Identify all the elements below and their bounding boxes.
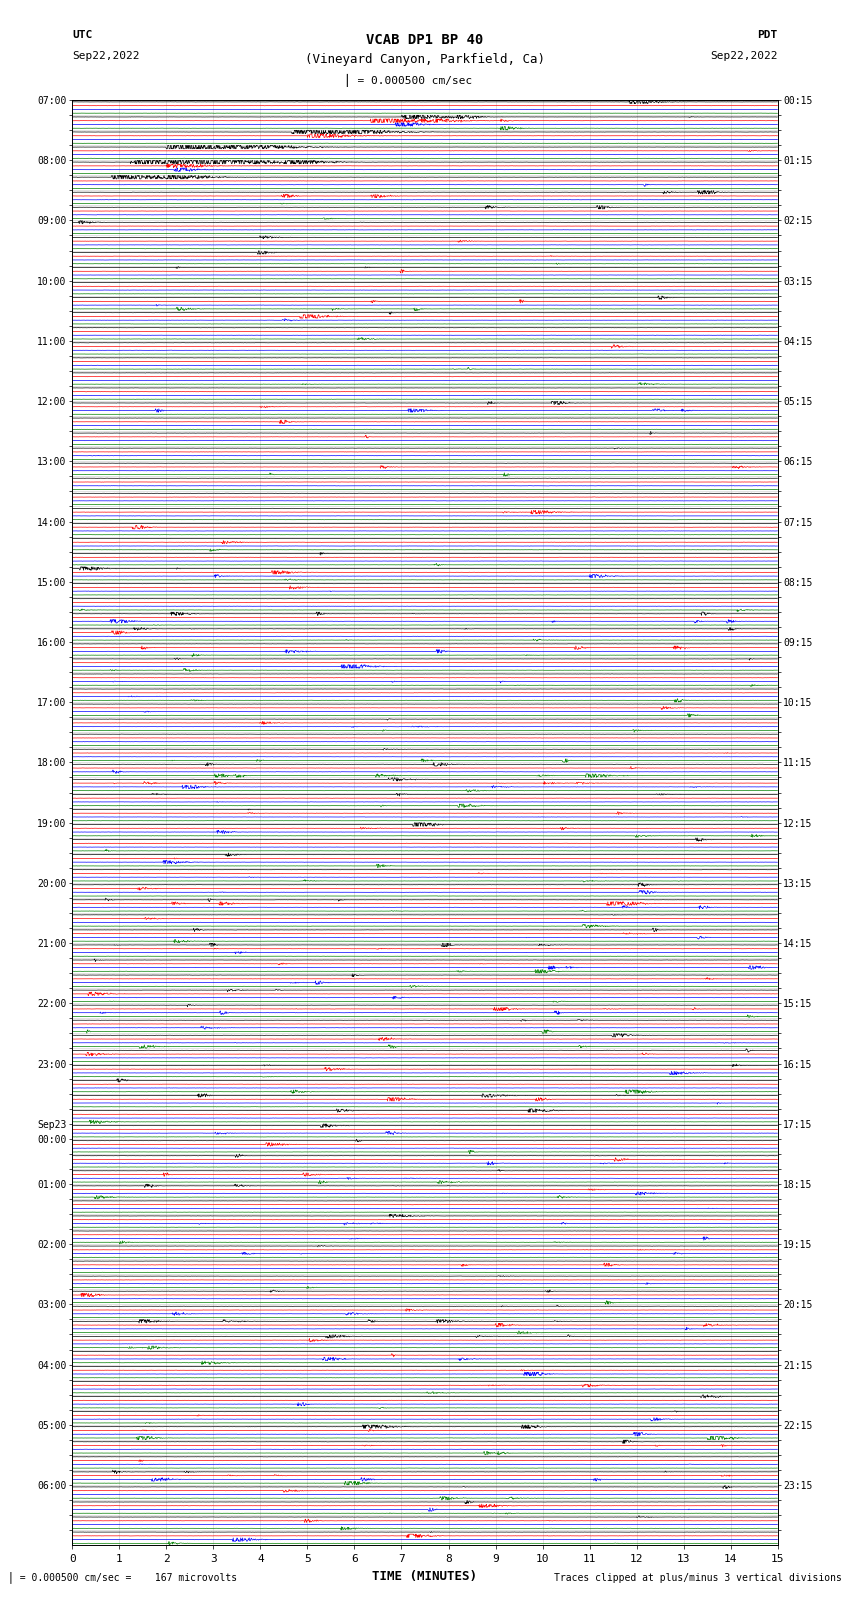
Text: (Vineyard Canyon, Parkfield, Ca): (Vineyard Canyon, Parkfield, Ca) [305, 53, 545, 66]
Text: ⎮ = 0.000500 cm/sec: ⎮ = 0.000500 cm/sec [344, 74, 472, 87]
Text: Traces clipped at plus/minus 3 vertical divisions: Traces clipped at plus/minus 3 vertical … [553, 1573, 842, 1582]
Text: Sep22,2022: Sep22,2022 [72, 52, 139, 61]
Text: Sep22,2022: Sep22,2022 [711, 52, 778, 61]
Text: UTC: UTC [72, 31, 93, 40]
X-axis label: TIME (MINUTES): TIME (MINUTES) [372, 1569, 478, 1582]
Text: ⎮ = 0.000500 cm/sec =    167 microvolts: ⎮ = 0.000500 cm/sec = 167 microvolts [8, 1571, 238, 1584]
Text: PDT: PDT [757, 31, 778, 40]
Text: VCAB DP1 BP 40: VCAB DP1 BP 40 [366, 34, 484, 47]
